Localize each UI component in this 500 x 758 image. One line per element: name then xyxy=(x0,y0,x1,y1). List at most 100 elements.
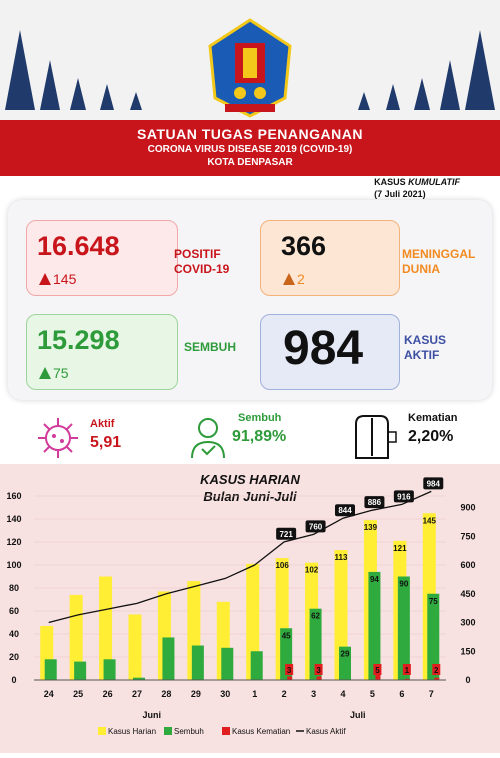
label-kasus-aktif-bg xyxy=(393,490,414,503)
chart-labels: 106 102 113 139 121 145 45 62 29 94 90 75 3 3 5 1 2 721 76… xyxy=(275,477,444,675)
city-emblem-logo xyxy=(208,18,292,118)
positif-label-line2: COVID-19 xyxy=(174,262,230,276)
x-tick-label: 3 xyxy=(311,689,316,699)
bar-sembuh xyxy=(250,651,263,680)
bar-kasus-kematian xyxy=(434,677,440,680)
label-kasus-aktif: 844 xyxy=(338,506,352,515)
label-kasus-harian: 106 xyxy=(275,561,289,570)
kumulatif-caption: KASUS KUMULATIF (7 Juli 2021) xyxy=(374,176,460,200)
label-sembuh: 90 xyxy=(399,580,408,589)
bar-kasus-harian xyxy=(128,614,142,680)
y-tick-label: 0 xyxy=(11,675,16,685)
legend-label: Kasus Aktif xyxy=(306,727,346,736)
y-tick-label: 60 xyxy=(9,606,19,616)
label-kasus-aktif: 760 xyxy=(309,522,323,531)
bar-sembuh xyxy=(427,593,440,680)
aktif-card: 984 xyxy=(260,314,400,390)
meninggal-label-line1: MENINGGAL xyxy=(402,247,476,261)
x-tick-label: 1 xyxy=(252,689,257,699)
pct-kematian-value: 2,20% xyxy=(408,428,454,445)
y2-tick-label: 750 xyxy=(460,531,475,541)
bar-sembuh xyxy=(397,576,410,680)
label-kasus-harian: 121 xyxy=(393,544,407,553)
bar-kasus-kematian xyxy=(287,676,293,680)
y-tick-label: 140 xyxy=(6,514,21,524)
chart-legend: Kasus Harian Sembuh Kasus Kematian Kasus Ak… xyxy=(98,727,346,736)
bar-sembuh xyxy=(44,659,57,680)
legend-label: Sembuh xyxy=(174,727,204,736)
x-tick-label: 6 xyxy=(399,689,404,699)
meninggal-delta-value: 2 xyxy=(297,271,305,287)
x-tick-label: 24 xyxy=(44,689,54,699)
bar-kasus-harian xyxy=(99,576,113,680)
x-tick-label: 7 xyxy=(429,689,434,699)
label-kematian-bg xyxy=(285,664,294,675)
positif-label: POSITIF COVID-19 xyxy=(174,247,229,277)
label-kasus-aktif-bg xyxy=(335,504,355,517)
label-kasus-harian: 145 xyxy=(423,516,437,525)
label-kasus-aktif: 916 xyxy=(397,492,411,501)
label-kasus-aktif: 886 xyxy=(368,498,382,507)
meninggal-card: 366 2 xyxy=(260,220,400,296)
aktif-label-line1: KASUS xyxy=(404,333,447,347)
label-kasus-aktif-bg xyxy=(423,477,444,490)
label-kasus-aktif-bg xyxy=(305,520,326,533)
chart-bars xyxy=(40,513,440,680)
month-label: Juni xyxy=(142,710,161,720)
percentage-row: Aktif 5,91 Sembuh 91,89% Kematian 2,20% xyxy=(0,412,500,464)
label-kasus-kematian: 1 xyxy=(405,666,410,675)
bar-sembuh xyxy=(74,661,87,680)
banner-city: KOTA DENPASAR xyxy=(207,157,293,168)
legend-label: Kasus Harian xyxy=(108,727,156,736)
y2-tick-label: 0 xyxy=(465,675,470,685)
y2-tick-label: 600 xyxy=(460,560,475,570)
label-kasus-aktif-bg xyxy=(276,527,297,540)
label-kasus-aktif: 984 xyxy=(427,479,441,488)
bar-sembuh xyxy=(103,659,116,680)
bar-kasus-harian xyxy=(246,563,260,680)
meninggal-label: MENINGGAL DUNIA xyxy=(402,247,475,277)
x-tick-label: 5 xyxy=(370,689,375,699)
header-area xyxy=(0,0,500,120)
virus-icon xyxy=(38,418,78,458)
shroud-icon xyxy=(355,415,397,459)
label-kasus-kematian: 3 xyxy=(287,666,292,675)
label-sembuh: 45 xyxy=(282,631,291,640)
label-sembuh: 29 xyxy=(341,650,350,659)
y2-tick-label: 300 xyxy=(460,618,475,628)
y-tick-label: 100 xyxy=(6,560,21,570)
x-tick-label: 4 xyxy=(340,689,345,699)
legend-swatch xyxy=(222,727,230,735)
x-tick-label: 27 xyxy=(132,689,142,699)
label-kasus-harian: 102 xyxy=(305,566,319,575)
month-label: Juli xyxy=(350,710,366,720)
sembuh-delta-value: 75 xyxy=(53,365,69,381)
legend-swatch xyxy=(164,727,172,735)
arrow-up-icon xyxy=(39,367,51,379)
label-kasus-harian: 113 xyxy=(335,553,348,562)
daily-cases-chart: KASUS HARIAN Bulan Juni-Juli 10610211313… xyxy=(6,472,475,736)
meninggal-value: 366 xyxy=(281,231,327,261)
sembuh-value: 15.298 xyxy=(37,325,120,355)
sembuh-delta: 75 xyxy=(39,365,69,381)
label-kasus-kematian: 3 xyxy=(316,666,321,675)
label-kematian-bg xyxy=(314,664,323,675)
kumulatif-italic: KUMULATIF xyxy=(408,177,460,187)
positif-delta: 145 xyxy=(39,271,76,287)
bar-sembuh xyxy=(133,677,145,680)
pct-aktif-label: Aktif xyxy=(90,418,115,430)
meninggal-delta: 2 xyxy=(283,271,305,287)
y-tick-label: 40 xyxy=(9,629,19,639)
positif-value: 16.648 xyxy=(37,231,120,261)
bar-sembuh xyxy=(221,647,234,680)
label-kasus-aktif-bg xyxy=(364,496,385,509)
y2-tick-label: 150 xyxy=(460,646,475,656)
y-tick-label: 20 xyxy=(9,652,19,662)
arrow-up-icon xyxy=(39,273,51,285)
bar-sembuh xyxy=(191,645,204,680)
x-tick-label: 28 xyxy=(161,689,171,699)
y-tick-label: 120 xyxy=(6,537,21,547)
pagoda-decoration xyxy=(5,30,495,110)
pct-sembuh-value: 91,89% xyxy=(232,428,287,445)
chart-subtitle: Bulan Juni-Juli xyxy=(203,489,297,504)
